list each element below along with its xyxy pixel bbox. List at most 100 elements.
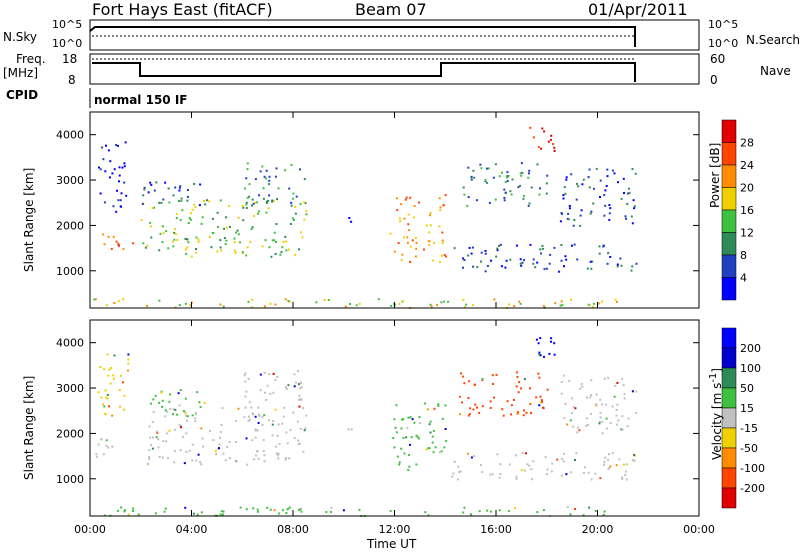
echo-point <box>599 398 602 401</box>
echo-point <box>424 402 427 405</box>
echo-point <box>591 305 594 308</box>
echo-point <box>443 300 446 303</box>
echo-point <box>191 443 194 446</box>
echo-point <box>605 403 608 406</box>
echo-point <box>541 400 543 403</box>
echo-point <box>452 472 455 475</box>
echo-point <box>550 337 553 340</box>
echo-point <box>463 259 466 262</box>
echo-point <box>258 415 261 417</box>
echo-point <box>250 406 253 409</box>
echo-point <box>104 389 107 392</box>
echo-point <box>274 175 277 178</box>
echo-point <box>99 366 102 368</box>
echo-point <box>603 463 605 466</box>
echo-point <box>173 231 176 234</box>
echo-point <box>390 304 393 307</box>
echo-point <box>605 427 608 430</box>
echo-point <box>572 425 575 428</box>
echo-point <box>615 409 618 411</box>
echo-point <box>456 478 459 481</box>
echo-point <box>184 248 187 251</box>
echo-point <box>437 403 440 406</box>
echo-point <box>186 199 189 202</box>
echo-point <box>544 456 547 459</box>
echo-point <box>157 446 160 449</box>
echo-point <box>613 172 616 175</box>
echo-point <box>158 456 161 458</box>
echo-point <box>198 204 201 207</box>
echo-point <box>546 468 549 471</box>
echo-point <box>344 305 347 308</box>
colorbar-swatch <box>721 277 737 301</box>
colorbar-tick-label: -50 <box>740 442 758 455</box>
echo-point <box>393 446 396 449</box>
echo-point <box>162 198 165 201</box>
echo-point <box>528 202 531 205</box>
echo-point <box>621 478 624 480</box>
echo-point <box>620 264 623 267</box>
echo-point <box>195 248 197 250</box>
echo-point <box>623 393 626 396</box>
echo-point <box>444 404 447 407</box>
echo-point <box>246 246 249 249</box>
colorbar-swatch <box>721 164 737 188</box>
echo-point <box>506 176 509 179</box>
echo-point <box>288 300 291 303</box>
echo-point <box>447 300 450 303</box>
echo-point <box>539 337 542 340</box>
echo-point <box>164 409 167 412</box>
echo-point <box>625 463 628 466</box>
echo-point <box>246 162 249 165</box>
echo-point <box>150 402 153 405</box>
echo-point <box>246 196 249 199</box>
echo-point <box>490 510 493 513</box>
echo-point <box>195 413 197 416</box>
echo-point <box>188 449 191 452</box>
echo-point <box>303 178 306 181</box>
echo-point <box>132 242 135 245</box>
echo-point <box>105 396 108 399</box>
echo-point <box>161 225 164 228</box>
echo-point <box>527 176 530 179</box>
echo-point <box>280 251 283 254</box>
echo-point <box>298 405 301 408</box>
echo-point <box>441 417 444 420</box>
x-tick-label: 04:00 <box>176 523 208 536</box>
echo-point <box>520 162 523 165</box>
echo-point <box>397 242 400 245</box>
echo-point <box>590 413 592 415</box>
echo-point <box>169 407 172 410</box>
echo-point <box>395 431 398 434</box>
echo-point <box>415 463 418 466</box>
echo-point <box>137 513 140 516</box>
echo-point <box>233 237 236 240</box>
echo-point <box>566 506 569 509</box>
echo-point <box>302 407 305 410</box>
echo-point <box>613 395 616 398</box>
echo-point <box>538 376 541 379</box>
echo-point <box>633 453 635 456</box>
echo-point <box>216 211 219 214</box>
echo-point <box>113 302 116 304</box>
echo-point <box>261 165 264 168</box>
echo-point <box>560 212 563 215</box>
echo-point <box>287 300 290 302</box>
echo-point <box>538 404 541 407</box>
echo-point <box>567 212 570 215</box>
echo-point <box>153 206 155 209</box>
echo-point <box>561 457 563 460</box>
echo-point <box>125 194 128 197</box>
echo-point <box>223 237 226 239</box>
echo-point <box>180 426 182 429</box>
echo-point <box>458 471 460 473</box>
echo-point <box>297 398 300 401</box>
power-panel: 1000 2000 3000 4000 28 24 20 16 12 8 4 <box>56 111 754 310</box>
echo-point <box>245 254 248 257</box>
echo-point <box>403 452 406 455</box>
echo-point <box>256 201 258 204</box>
echo-point <box>624 215 627 218</box>
echo-point <box>272 391 275 394</box>
echo-point <box>492 176 495 179</box>
echo-point <box>239 506 242 509</box>
